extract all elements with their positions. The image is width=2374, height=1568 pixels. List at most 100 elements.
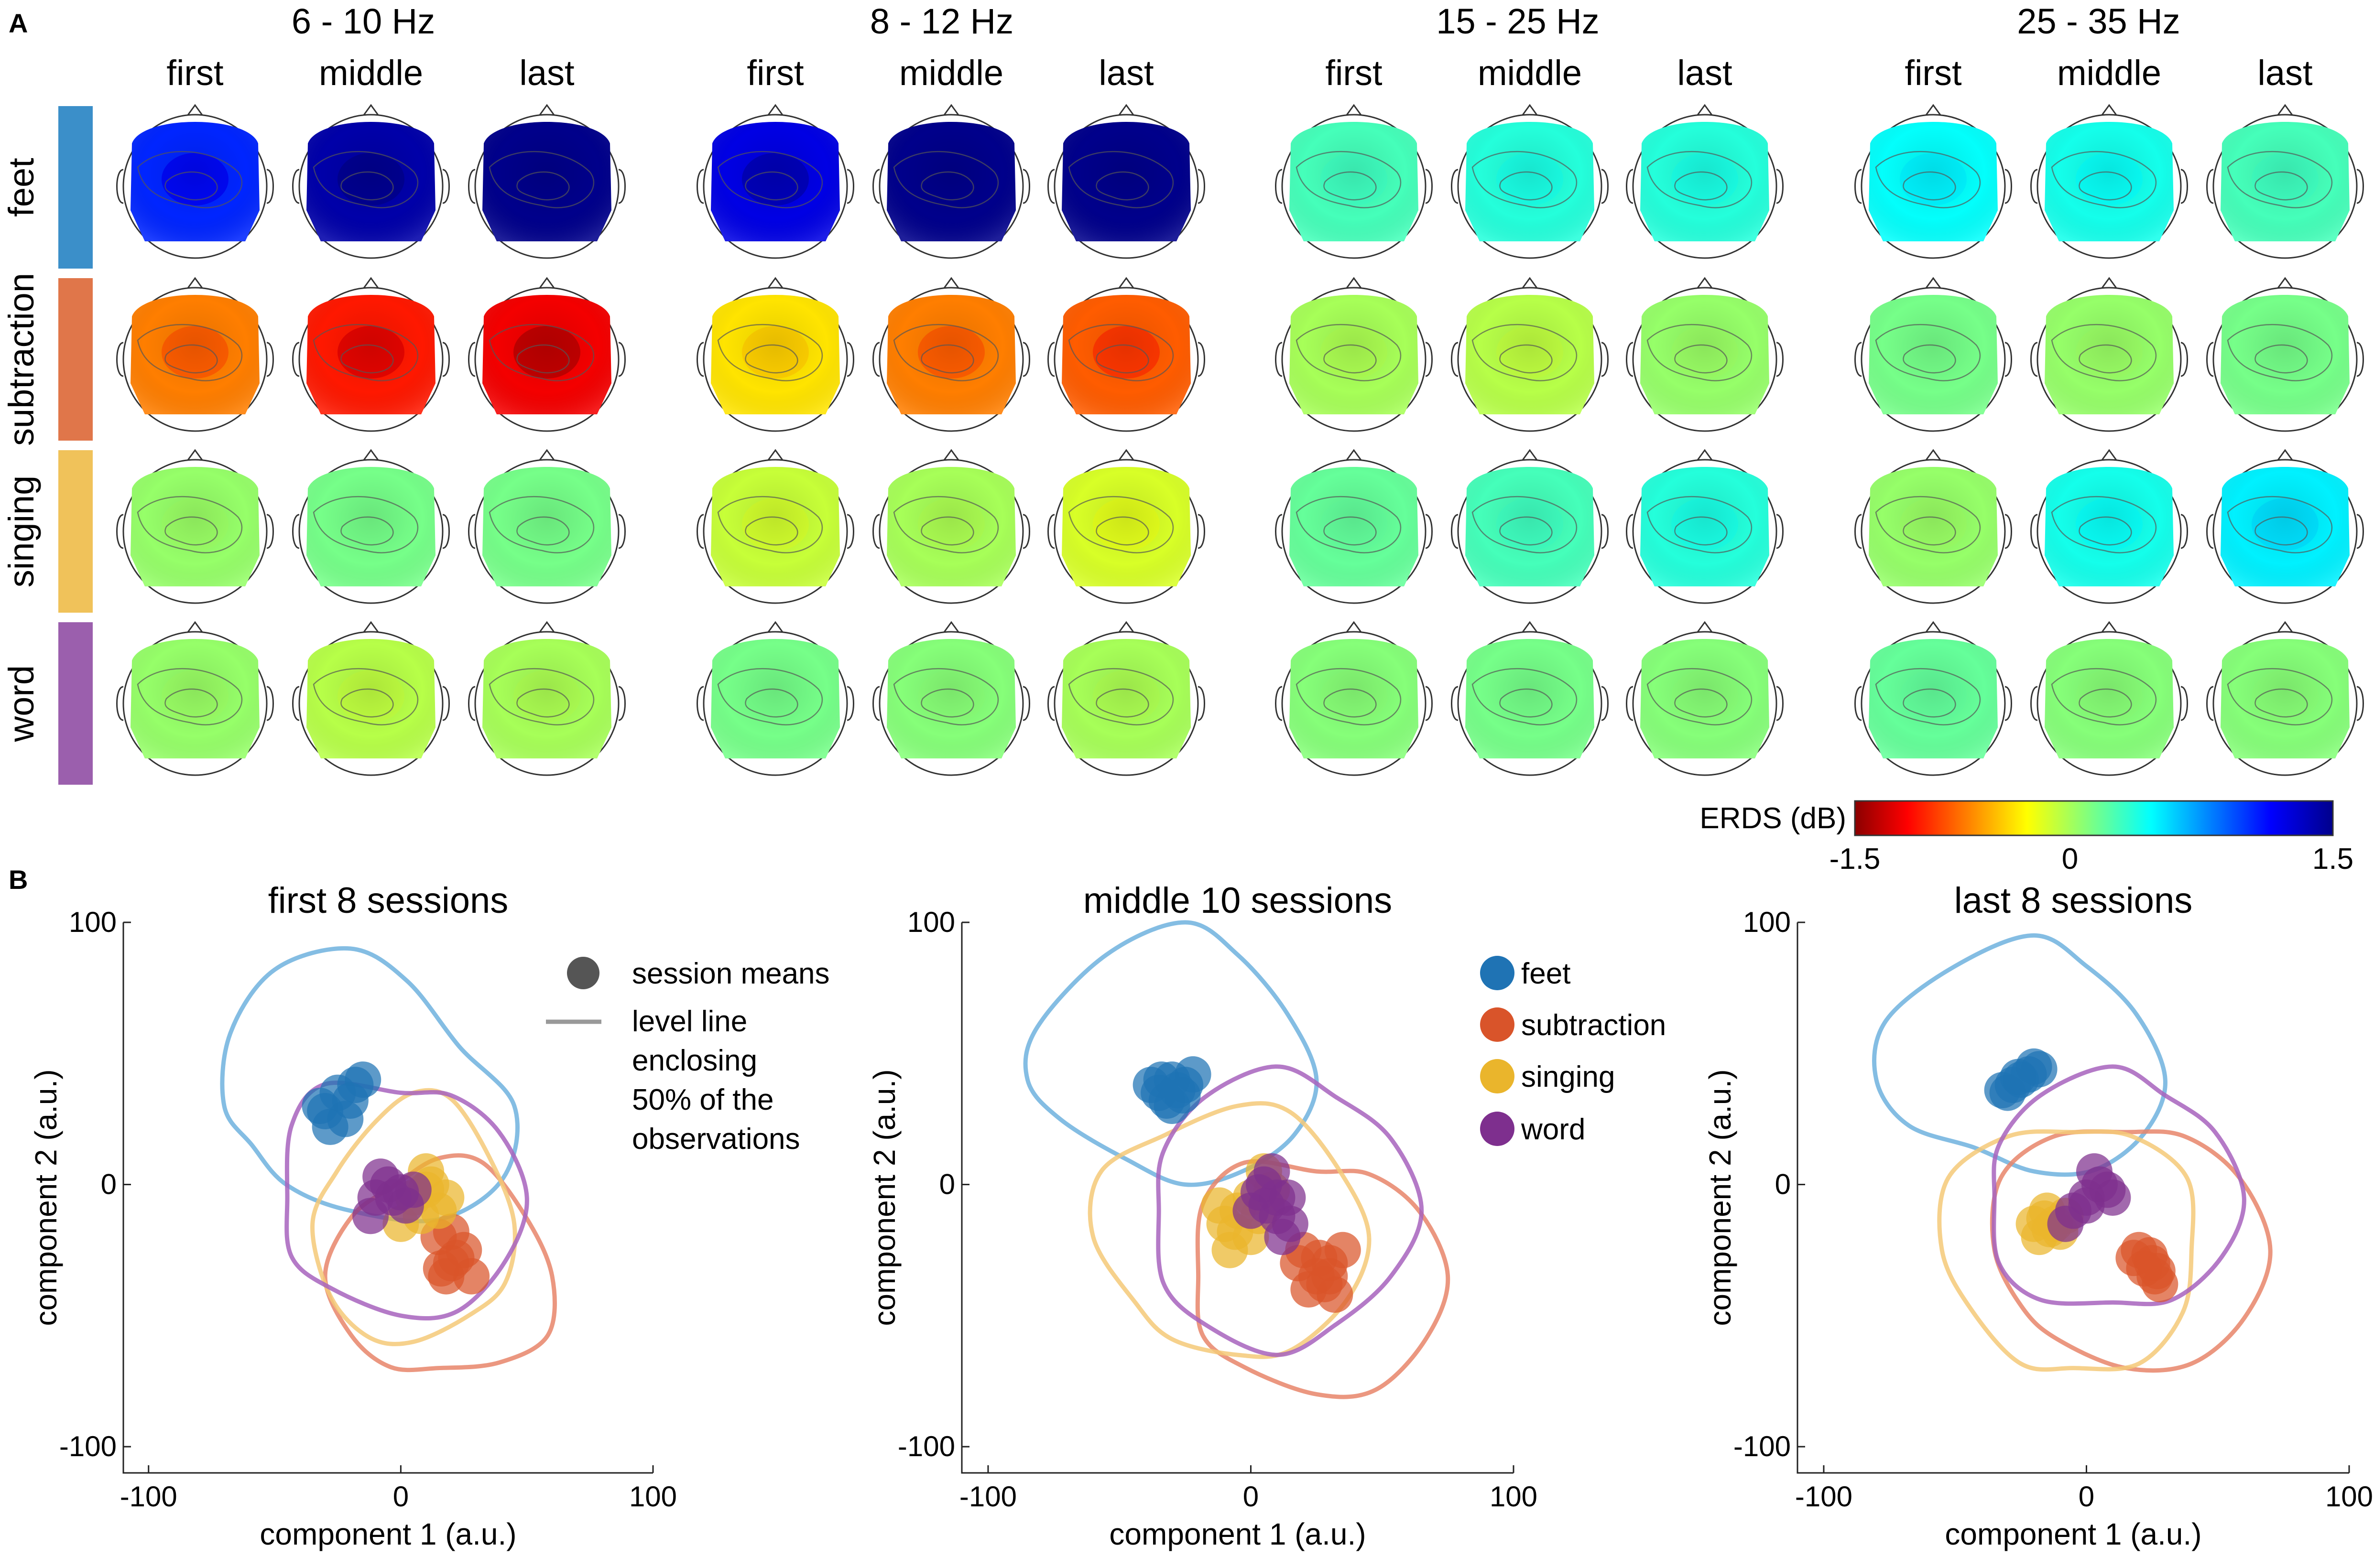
topomap-nose: [1345, 277, 1362, 289]
topomap-contour: [921, 688, 974, 718]
topomap-ear-right: [847, 342, 854, 377]
y-tick-label: -100: [898, 1430, 955, 1462]
topomap-shade: [711, 295, 840, 414]
axis-lines: [1797, 922, 2349, 1474]
topomap-nose: [1925, 104, 1942, 116]
topomap-ear-left: [1854, 342, 1862, 377]
x-tick-label: 100: [1490, 1481, 1537, 1513]
topomap-shade: [887, 467, 1016, 586]
topomap-shade: [1062, 122, 1191, 241]
topomap-ear-left: [1854, 169, 1862, 204]
topomap-contour: [745, 344, 798, 374]
topomap-contour: [489, 151, 595, 208]
x-tick-label: 0: [393, 1481, 409, 1513]
topomap: [1047, 449, 1205, 604]
axis-lines: [122, 922, 653, 1474]
topomap-contour: [516, 344, 570, 374]
topomap-nose: [1521, 104, 1538, 116]
y-axis-label: component 2 (a.u.): [29, 1069, 63, 1326]
topomap-ear-right: [1198, 514, 1205, 549]
legend-word-marker: [1480, 1112, 1514, 1146]
topomap-contour: [1903, 516, 1956, 546]
topomap-contour: [1096, 344, 1149, 374]
topomap-nose: [186, 104, 204, 116]
topomap-ear-left: [1275, 514, 1283, 549]
topomap: [2206, 277, 2364, 432]
condition-label: word: [1, 665, 41, 742]
topomap-contour: [893, 324, 999, 381]
topomap-ear-right: [1776, 686, 1784, 721]
topomap: [1047, 277, 1205, 432]
topomap-ear-right: [442, 169, 450, 204]
topomap: [1854, 621, 2012, 776]
topomap-ear-right: [2180, 169, 2188, 204]
topomap-shade: [1289, 122, 1418, 241]
topomap-ear-right: [1601, 686, 1609, 721]
topomap-ear-left: [2030, 169, 2038, 204]
topomap-contour: [2051, 496, 2157, 553]
topomap-contour: [1323, 516, 1377, 546]
topomap-contour: [717, 324, 823, 381]
contour-singing: [1937, 1129, 2196, 1372]
topomap-contour: [2051, 668, 2157, 725]
topomap-ear-right: [1023, 169, 1030, 204]
panel-label-b: B: [9, 865, 28, 895]
y-tick-label: 100: [907, 906, 955, 938]
topomap-nose: [767, 621, 784, 633]
topomap-ear-left: [1275, 342, 1283, 377]
y-tick-label: -100: [59, 1430, 117, 1462]
colorbar-tick-label: -1.5: [1830, 843, 1881, 876]
topomap-ear-right: [1198, 686, 1205, 721]
topomap-nose: [2276, 104, 2294, 116]
point-feet: [2000, 1059, 2036, 1095]
period-label: first: [1325, 53, 1383, 93]
topomap-nose: [538, 621, 555, 633]
topomap-shade: [2221, 122, 2350, 241]
topomap-shade: [1640, 639, 1769, 758]
contour-subtraction: [323, 1153, 557, 1373]
x-tick-label: 0: [2079, 1481, 2094, 1513]
topomap: [1451, 277, 1609, 432]
legend-feet-marker: [1480, 956, 1514, 990]
topomap-nose: [767, 277, 784, 289]
point-subtraction: [1311, 1258, 1348, 1295]
topomap: [292, 277, 450, 432]
topomap: [468, 277, 626, 432]
period-label: last: [1677, 53, 1732, 93]
topomap-contour: [164, 688, 218, 718]
topomap: [1047, 104, 1205, 259]
topomap-contour: [1646, 668, 1753, 725]
topomap-ear-left: [2030, 514, 2038, 549]
topomap-contour: [1096, 171, 1149, 201]
topomap-ear-right: [2356, 514, 2364, 549]
topomap-contour: [1096, 516, 1149, 546]
y-tick-label: 0: [939, 1168, 955, 1200]
topomap-nose: [767, 104, 784, 116]
topomap-ear-left: [1854, 514, 1862, 549]
topomap-shade: [711, 122, 840, 241]
topomap: [116, 277, 274, 432]
topomap-ear-right: [442, 686, 450, 721]
topomap-ear-left: [1047, 169, 1055, 204]
topomap-contour: [893, 668, 999, 725]
topomap: [468, 449, 626, 604]
x-tick-label: -100: [120, 1481, 177, 1513]
topomap-shade: [482, 295, 611, 414]
topomap-ear-right: [1425, 169, 1433, 204]
topomap-contour: [1499, 344, 1553, 374]
topomap-ear-right: [1776, 514, 1784, 549]
topomap-ear-left: [2030, 342, 2038, 377]
x-tick-label: 0: [1243, 1481, 1259, 1513]
topomap-ear-right: [1425, 686, 1433, 721]
topomap-ear-left: [1047, 686, 1055, 721]
topomap-ear-left: [872, 686, 880, 721]
topomap-ear-left: [697, 342, 704, 377]
topomap-nose: [1118, 104, 1135, 116]
topomap-ear-left: [1275, 686, 1283, 721]
topomap-nose: [1118, 277, 1135, 289]
period-label: middle: [1478, 53, 1582, 93]
topomap-ear-right: [2004, 169, 2012, 204]
legend-subtraction-marker: [1480, 1007, 1514, 1042]
topomap-shade: [2045, 639, 2174, 758]
contour-word: [1156, 1064, 1424, 1357]
